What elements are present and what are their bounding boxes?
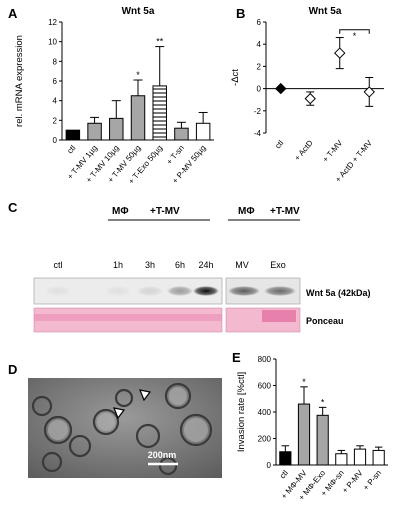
wnt5a-band-left-5 — [193, 286, 219, 296]
lane-label-mv: MV — [235, 260, 249, 270]
significance-m-exo: * — [321, 397, 325, 407]
bar-t-mv-50-g — [130, 95, 146, 141]
x-tick-label-p-sn: + P-sn — [361, 469, 383, 493]
panel-letter-c: C — [8, 200, 18, 215]
blot-header-tmv-left: +T-MV — [150, 206, 180, 217]
lane-label-6h: 6h — [175, 260, 185, 270]
blot-header-mphi-right: MΦ — [238, 206, 255, 217]
panel-letter-a: A — [8, 6, 18, 21]
wnt5a-band-left-2 — [105, 286, 131, 296]
bar-t-mv-10-g — [109, 117, 124, 141]
arrowhead-marker-1 — [139, 389, 152, 402]
blot-header-mphi-left: MΦ — [112, 206, 129, 217]
significance-bracket-label: * — [353, 31, 357, 41]
y-tick-label: 2 — [53, 116, 58, 125]
wnt5a-band-right-2 — [264, 286, 296, 296]
chart-e-invasion-rate: 0 200 400 600 800 Invasion rate [%ctl] * * ctl + … — [236, 355, 388, 502]
point-t-mv — [334, 47, 346, 59]
y-tick-label: 200 — [258, 435, 272, 444]
bar-t-mv-1-g — [87, 122, 102, 141]
y-axis-label: -Δct — [230, 69, 241, 86]
x-tick-label-p-mv: + P-MV — [340, 468, 365, 495]
bar-ctl — [65, 129, 81, 141]
chart-title: Wnt 5a — [122, 6, 155, 17]
y-tick-label: 2 — [257, 62, 262, 71]
significance-t-mv-50-g: * — [136, 70, 140, 80]
bar-ctl — [279, 451, 292, 466]
bar-m-mv — [297, 403, 311, 466]
y-tick-label: 600 — [258, 382, 272, 391]
y-tick-label: 4 — [53, 97, 58, 106]
lane-label-3h: 3h — [145, 260, 155, 270]
y-tick-label: 6 — [53, 77, 58, 86]
significance-bracket — [339, 29, 370, 34]
bar-t-exo-50-g — [152, 85, 167, 141]
y-tick-label: 10 — [48, 38, 57, 47]
ponceau-band-left — [34, 314, 222, 321]
x-tick-label-ctl: ctl — [278, 468, 290, 480]
bar-p-sn — [372, 449, 385, 466]
y-axis-label: rel. mRNA expression — [14, 35, 25, 127]
lane-label-24h: 24h — [198, 260, 213, 270]
ponceau-band-right-exo — [262, 310, 296, 322]
panel-letter-e: E — [232, 350, 241, 365]
panel-d-em-micrograph: 200nm — [28, 378, 222, 478]
point-ctl — [275, 82, 287, 95]
y-tick-label: 8 — [53, 57, 58, 66]
lane-label-exo: Exo — [270, 260, 286, 270]
y-tick-label: 0 — [257, 85, 262, 94]
x-tick-label-ctl: ctl — [65, 143, 77, 155]
y-tick-label: 12 — [48, 18, 57, 27]
significance-t-exo-50-g: ** — [156, 37, 164, 47]
y-tick-label: 400 — [258, 408, 272, 417]
lane-label-1h: 1h — [113, 260, 123, 270]
y-axis-label: Invasion rate [%ctl] — [236, 372, 247, 452]
blot-header-tmv-right: +T-MV — [270, 206, 300, 217]
y-tick-label: 0 — [267, 461, 272, 470]
panel-letter-b: B — [236, 6, 246, 21]
wnt5a-band-right-1 — [228, 286, 260, 296]
wnt5a-band-left-1 — [45, 286, 71, 296]
panel-letter-d: D — [8, 362, 18, 377]
wnt5a-band-left-4 — [167, 286, 193, 296]
y-tick-label: 800 — [258, 355, 272, 364]
x-tick-label-actd: + ActD — [293, 138, 315, 162]
scale-bar-label: 200nm — [148, 450, 177, 460]
wnt5a-band-left-3 — [137, 286, 163, 296]
bar-p-mv-50-g — [195, 122, 211, 141]
y-tick-label: 6 — [257, 18, 262, 27]
significance-m-mv: * — [302, 377, 306, 387]
panel-c-western-blot: MΦ +T-MV MΦ +T-MV ctl 1h 3h 6h 24h MV Ex… — [0, 200, 400, 350]
x-tick-label-t-mv: + T-MV — [321, 138, 345, 164]
y-tick-label: 0 — [53, 136, 58, 145]
chart-title: Wnt 5a — [309, 6, 342, 17]
bar-m-exo — [316, 414, 329, 466]
y-tick-label: -2 — [254, 107, 262, 116]
x-tick-label-t-sn: + T-sn — [165, 144, 186, 167]
point-actd — [304, 92, 316, 105]
bar-p-mv — [353, 448, 367, 466]
x-tick-label-ctl: ctl — [273, 138, 285, 150]
band-label-wnt5a: Wnt 5a (42kDa) — [306, 288, 371, 298]
y-tick-label: -4 — [254, 129, 262, 138]
bar-t-sn — [174, 127, 189, 141]
lane-label-ctl: ctl — [54, 260, 63, 270]
bar-m-sn — [335, 453, 348, 466]
arrowhead-marker-2 — [113, 407, 126, 420]
y-tick-label: 4 — [257, 40, 262, 49]
point-actd-t-mv — [363, 86, 375, 98]
band-label-ponceau: Ponceau — [306, 316, 344, 326]
